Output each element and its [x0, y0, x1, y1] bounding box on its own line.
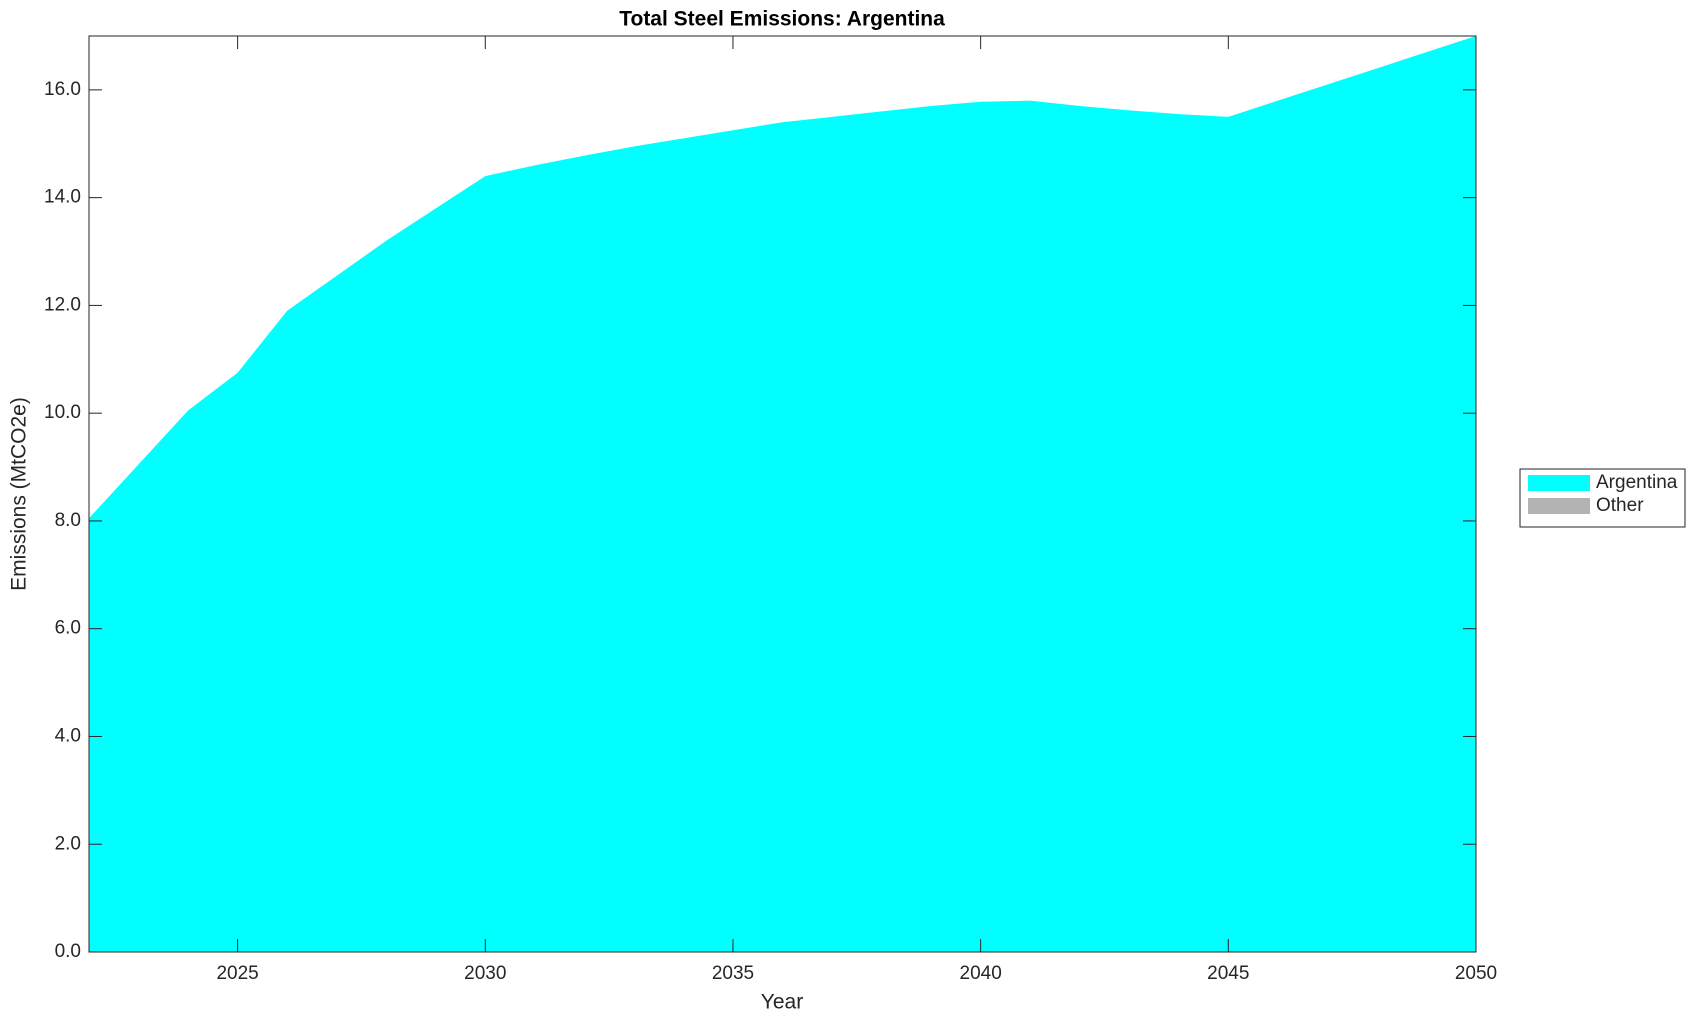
x-tick-label: 2025	[216, 963, 258, 984]
y-tick-label: 16.0	[44, 79, 81, 100]
y-axis-label: Emissions (MtCO2e)	[8, 397, 31, 591]
x-tick-label: 2030	[464, 963, 506, 984]
y-tick-label: 14.0	[44, 187, 81, 208]
y-tick-label: 6.0	[55, 618, 81, 639]
y-tick-label: 2.0	[55, 833, 81, 854]
legend-label: Other	[1596, 495, 1644, 516]
y-tick-label: 12.0	[44, 294, 81, 315]
area	[89, 36, 1476, 952]
x-axis-label: Year	[761, 991, 803, 1014]
plot-frame	[88, 35, 1477, 953]
x-tick-label: 2035	[712, 963, 754, 984]
legend-swatch	[1528, 475, 1590, 491]
legend-swatch	[1528, 498, 1590, 514]
y-tick-label: 8.0	[55, 510, 81, 531]
x-tick-label: 2050	[1455, 963, 1497, 984]
y-tick-label: 10.0	[44, 402, 81, 423]
y-tick-label: 0.0	[55, 941, 81, 962]
chart-title: Total Steel Emissions: Argentina	[619, 8, 945, 31]
x-tick-label: 2045	[1207, 963, 1249, 984]
x-tick-label: 2040	[960, 963, 1002, 984]
y-tick-label: 4.0	[55, 725, 81, 746]
legend-label: Argentina	[1596, 472, 1678, 493]
